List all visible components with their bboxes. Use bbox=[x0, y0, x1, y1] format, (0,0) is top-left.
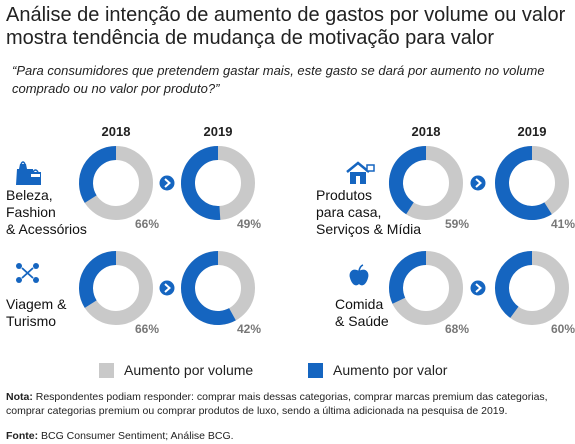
category-label-line: Viagem & bbox=[6, 296, 67, 312]
data-label-volume: 49% bbox=[237, 217, 261, 231]
category-label-line: Turismo bbox=[6, 313, 57, 329]
category-label-line: Comida bbox=[335, 296, 384, 312]
donut-slice-valor bbox=[389, 251, 427, 304]
data-label-valor: 41% bbox=[414, 177, 438, 191]
chevron-right-icon-stroke bbox=[164, 178, 172, 188]
category-label-line: & Acessórios bbox=[6, 221, 87, 237]
source-line: Fonte: BCG Consumer Sentiment; Análise B… bbox=[6, 429, 571, 443]
chevron-right-icon-stroke bbox=[475, 178, 483, 188]
shopping-bags-icon bbox=[16, 161, 41, 185]
data-label-valor: 40% bbox=[520, 282, 544, 296]
legend-swatch-valor bbox=[308, 362, 323, 378]
legend-swatch-volume bbox=[99, 362, 114, 378]
donut-slice-valor bbox=[79, 251, 117, 308]
year-header-right-2019: 2019 bbox=[517, 124, 547, 139]
category-label-beleza: Beleza, Fashion & Acessórios bbox=[6, 187, 87, 238]
data-label-valor: 34% bbox=[104, 282, 128, 296]
chevron-right-icon bbox=[470, 280, 486, 296]
footnote-label: Nota: bbox=[6, 391, 33, 403]
donut-slice-valor bbox=[181, 251, 236, 325]
footnote: Nota: Respondentes podiam responder: com… bbox=[6, 390, 571, 418]
year-header-left-2019: 2019 bbox=[203, 124, 233, 139]
chart-title: Análise de intenção de aumento de gastos… bbox=[6, 4, 566, 49]
legend-valor: Aumento por valor bbox=[308, 361, 447, 379]
house-icon bbox=[346, 161, 375, 184]
data-label-volume: 66% bbox=[135, 322, 159, 336]
chevron-right-icon-stroke bbox=[475, 283, 483, 293]
donut-slice-valor bbox=[181, 146, 221, 220]
data-label-valor: 32% bbox=[414, 282, 438, 296]
data-label-volume: 66% bbox=[135, 217, 159, 231]
data-label-volume: 68% bbox=[445, 322, 469, 336]
travel-network-icon bbox=[16, 263, 39, 283]
source-label: Fonte: bbox=[6, 430, 39, 442]
category-label-viagem: Viagem & Turismo bbox=[6, 296, 66, 330]
year-header-right-2018: 2018 bbox=[411, 124, 441, 139]
footnote-text: Respondentes podiam responder: comprar m… bbox=[6, 391, 548, 417]
category-label-line: Fashion bbox=[6, 204, 56, 220]
legend-volume: Aumento por volume bbox=[99, 361, 253, 379]
category-label-comida: Comida & Saúde bbox=[335, 296, 389, 330]
data-label-volume: 41% bbox=[551, 217, 575, 231]
category-label-produtos: Produtos para casa, Serviços & Mídia bbox=[316, 187, 421, 238]
chevron-right-icon bbox=[159, 280, 175, 296]
donut-slice-valor bbox=[389, 146, 427, 215]
data-label-valor: 59% bbox=[520, 177, 544, 191]
data-label-valor: 51% bbox=[206, 177, 230, 191]
category-label-line: Serviços & Mídia bbox=[316, 221, 422, 237]
category-label-line: para casa, bbox=[316, 204, 382, 220]
legend-label-volume: Aumento por volume bbox=[124, 362, 254, 378]
category-label-line: Produtos bbox=[316, 187, 373, 203]
data-label-volume: 59% bbox=[445, 217, 469, 231]
chart-subtitle: “Para consumidores que pretendem gastar … bbox=[12, 63, 545, 96]
chevron-right-icon bbox=[470, 175, 486, 191]
year-header-left-2018: 2018 bbox=[101, 124, 131, 139]
donut-slice-valor bbox=[495, 251, 533, 318]
chevron-right-icon bbox=[159, 175, 175, 191]
chevron-right-icon-stroke bbox=[164, 283, 172, 293]
legend-label-valor: Aumento por valor bbox=[333, 362, 448, 378]
data-label-volume: 60% bbox=[551, 322, 575, 336]
apple-icon bbox=[349, 264, 369, 286]
data-label-volume: 42% bbox=[237, 322, 261, 336]
data-label-valor: 58% bbox=[206, 282, 230, 296]
donut-slice-valor bbox=[495, 146, 552, 220]
source-text: BCG Consumer Sentiment; Análise BCG. bbox=[38, 430, 234, 442]
data-label-valor: 34% bbox=[104, 177, 128, 191]
category-label-line: & Saúde bbox=[335, 313, 389, 329]
donut-slice-valor bbox=[79, 146, 117, 203]
category-label-line: Beleza, bbox=[6, 187, 53, 203]
